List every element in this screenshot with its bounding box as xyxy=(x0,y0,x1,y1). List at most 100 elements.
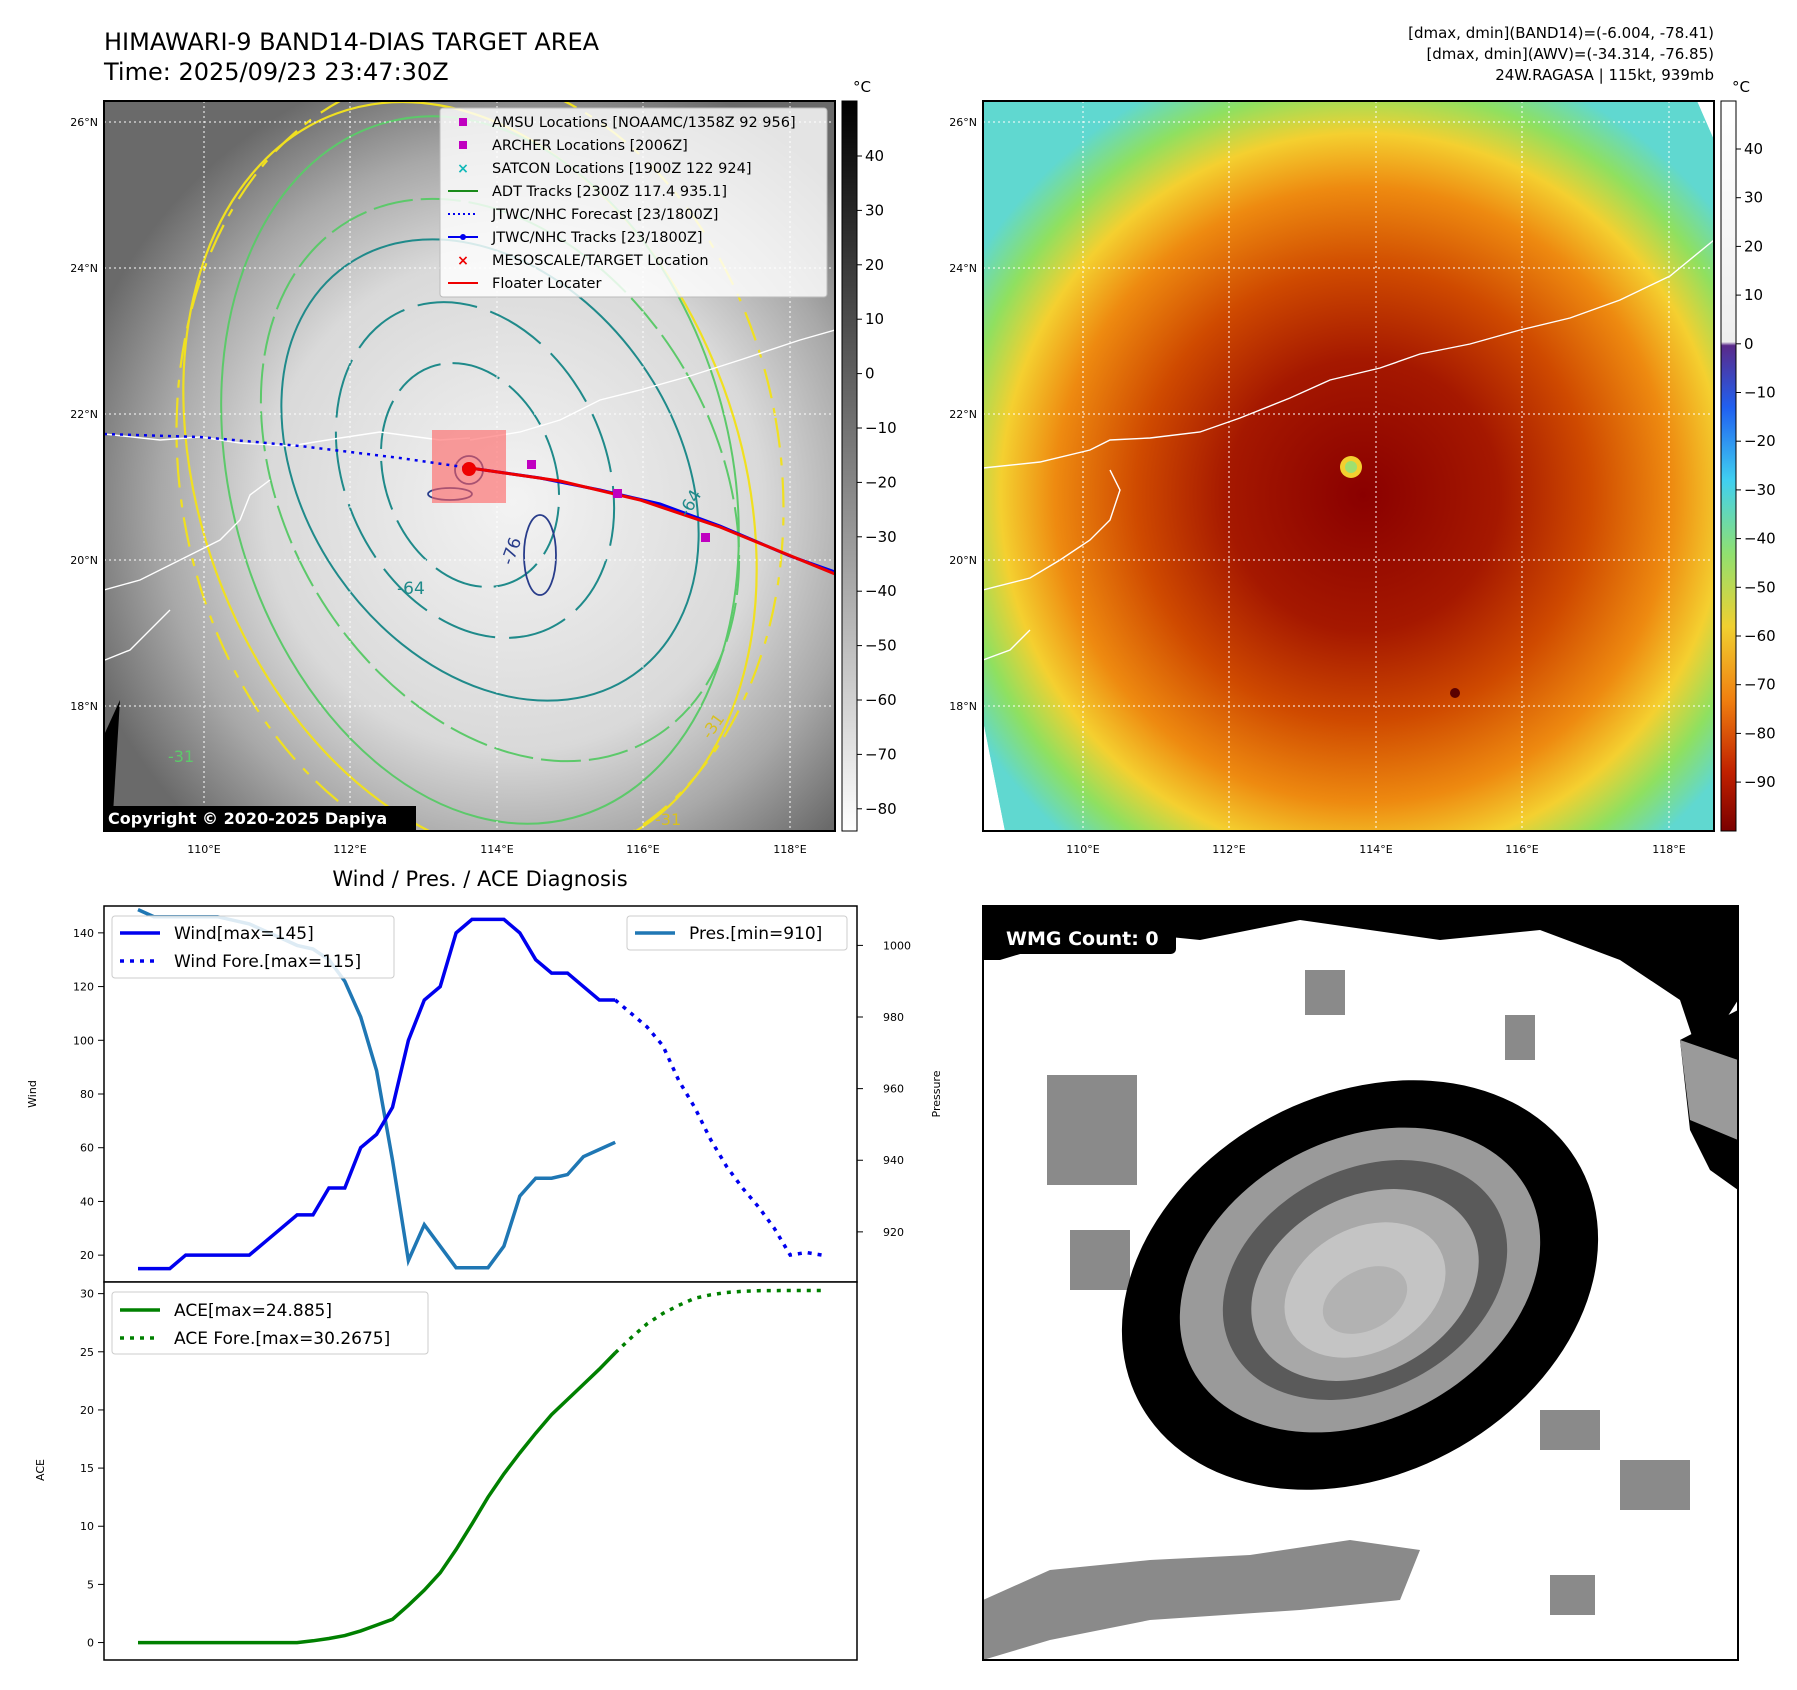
pressure-tick: 980 xyxy=(883,1011,904,1024)
lat-label: 24°N xyxy=(949,262,977,275)
wind-tick: 20 xyxy=(80,1249,94,1262)
legend-row: × SATCON Locations [1900Z 122 924] xyxy=(457,161,751,177)
colorbar-tick: −20 xyxy=(865,473,897,491)
lat-label: 24°N xyxy=(70,262,98,275)
colorbar-tick: −50 xyxy=(865,637,897,655)
lon-label: 112°E xyxy=(333,843,366,856)
colorbar-tick: −40 xyxy=(1744,530,1776,548)
stats-band14: [dmax, dmin](BAND14)=(-6.004, -78.41) xyxy=(1408,24,1714,42)
pressure-legend-label: Pres.[min=910] xyxy=(689,924,822,944)
lat-label: 20°N xyxy=(70,554,98,567)
wind-legend: Wind[max=145] Wind Fore.[max=115] xyxy=(111,915,395,979)
colorbar-color-unit: °C xyxy=(1732,78,1750,96)
lat-label: 26°N xyxy=(949,116,977,129)
wind-tick: 40 xyxy=(80,1195,94,1208)
legend-label: Floater Locater xyxy=(492,276,601,292)
ace-legend: ACE[max=24.885] ACE Fore.[max=30.2675] xyxy=(111,1291,429,1355)
pressure-tick: 1000 xyxy=(883,939,911,952)
legend-marker: × xyxy=(457,253,469,269)
colorbar-tick: 40 xyxy=(865,147,884,165)
contour-label-4: -31 xyxy=(168,747,194,766)
lon-label: 118°E xyxy=(1652,843,1685,856)
ace-line xyxy=(138,1351,617,1645)
wmg-count-text: WMG Count: 0 xyxy=(1006,928,1159,950)
legend-row: ARCHER Locations [2006Z] xyxy=(459,138,688,154)
colorbar-tick: −80 xyxy=(865,800,897,818)
colorbar-tick: −50 xyxy=(1744,578,1776,596)
pressure-tick: 940 xyxy=(883,1154,904,1167)
legend-label: JTWC/NHC Forecast [23/1800Z] xyxy=(491,207,718,223)
ir-map-gray: -64 -76 -64 -31 -31 -31 AMSU Locations [… xyxy=(103,100,836,832)
colorbar-tick: −10 xyxy=(865,419,897,437)
copyright-box xyxy=(104,806,416,830)
colorbar-tick: 20 xyxy=(865,256,884,274)
wind-tick: 80 xyxy=(80,1088,94,1101)
colorbar-tick: −90 xyxy=(1744,773,1776,791)
wind-forecast-legend-label: Wind Fore.[max=115] xyxy=(174,952,361,972)
ace-forecast-legend-label: ACE Fore.[max=30.2675] xyxy=(174,1329,390,1349)
wind-tick: 140 xyxy=(73,927,94,940)
colorbar-tick: 10 xyxy=(1744,286,1763,304)
colorbar-tick: 20 xyxy=(1744,237,1763,255)
ace-tick: 0 xyxy=(87,1637,94,1650)
lon-label: 114°E xyxy=(480,843,513,856)
pressure-axis-label: Pressure xyxy=(930,1070,943,1117)
legend-label: MESOSCALE/TARGET Location xyxy=(492,253,709,269)
ace-tick: 25 xyxy=(80,1346,94,1359)
copyright-text: Copyright © 2020-2025 Dapiya xyxy=(108,809,387,828)
contour-label-1: -64 xyxy=(397,579,425,599)
colorbar-tick: −30 xyxy=(1744,481,1776,499)
wind-tick: 100 xyxy=(73,1034,94,1047)
colorbar-gray-unit: °C xyxy=(853,78,871,96)
colorbar-tick: −30 xyxy=(865,528,897,546)
lon-label: 116°E xyxy=(1505,843,1538,856)
wind-tick: 60 xyxy=(80,1142,94,1155)
colorbar-tick: −60 xyxy=(865,691,897,709)
wind-tick: 120 xyxy=(73,981,94,994)
colorbar-tick: −60 xyxy=(1744,627,1776,645)
pressure-legend: Pres.[min=910] xyxy=(626,915,848,951)
ace-tick: 15 xyxy=(80,1462,94,1475)
legend-row: Floater Locater xyxy=(448,276,601,292)
legend-label: ARCHER Locations [2006Z] xyxy=(492,138,688,154)
lon-label: 116°E xyxy=(626,843,659,856)
lon-label: 112°E xyxy=(1212,843,1245,856)
amsu-marker xyxy=(527,460,536,469)
pressure-tick: 960 xyxy=(883,1083,904,1096)
stats-awv: [dmax, dmin](AWV)=(-34.314, -76.85) xyxy=(1426,45,1714,63)
lat-label: 22°N xyxy=(949,408,977,421)
archer-marker xyxy=(613,489,622,498)
wmg-panel: WMG Count: 0 xyxy=(982,905,1739,1661)
wind-legend-label: Wind[max=145] xyxy=(174,924,314,944)
ace-tick: 30 xyxy=(80,1288,94,1301)
ace-axis-label: ACE xyxy=(34,1459,47,1481)
colorbar-tick: 10 xyxy=(865,310,884,328)
storm-info: 24W.RAGASA | 115kt, 939mb xyxy=(1495,66,1714,84)
storm-center-marker xyxy=(462,462,476,476)
figure-title: HIMAWARI-9 BAND14-DIAS TARGET AREA xyxy=(104,28,600,56)
ace-tick: 5 xyxy=(87,1578,94,1591)
jtwc-forecast-track xyxy=(104,432,471,470)
colorbar-gray: °C 40 30 20 10 0 −10 −20 −30 −40 −50 −60 −70 −80 xyxy=(841,78,897,832)
legend-row: ADT Tracks [2300Z 117.4 935.1] xyxy=(448,184,727,200)
amsu-marker-2 xyxy=(701,533,710,542)
lon-label: 118°E xyxy=(773,843,806,856)
legend-row: JTWC/NHC Tracks [23/1800Z] xyxy=(448,230,703,246)
wind-line xyxy=(138,917,616,1271)
colorbar-tick: 30 xyxy=(1744,189,1763,207)
wind-axis-label: Wind xyxy=(26,1080,39,1108)
legend-row: JTWC/NHC Forecast [23/1800Z] xyxy=(448,207,718,223)
legend-label: JTWC/NHC Tracks [23/1800Z] xyxy=(491,230,703,246)
lat-label: 22°N xyxy=(70,408,98,421)
lon-label: 110°E xyxy=(1066,843,1099,856)
colorbar-tick: −70 xyxy=(1744,676,1776,694)
colorbar-tick: −20 xyxy=(1744,432,1776,450)
legend-marker: × xyxy=(457,161,469,177)
lat-label: 20°N xyxy=(949,554,977,567)
lon-label: 110°E xyxy=(187,843,220,856)
ace-tick: 10 xyxy=(80,1520,94,1533)
colorbar-tick: −40 xyxy=(865,582,897,600)
legend-label: SATCON Locations [1900Z 122 924] xyxy=(492,161,751,177)
